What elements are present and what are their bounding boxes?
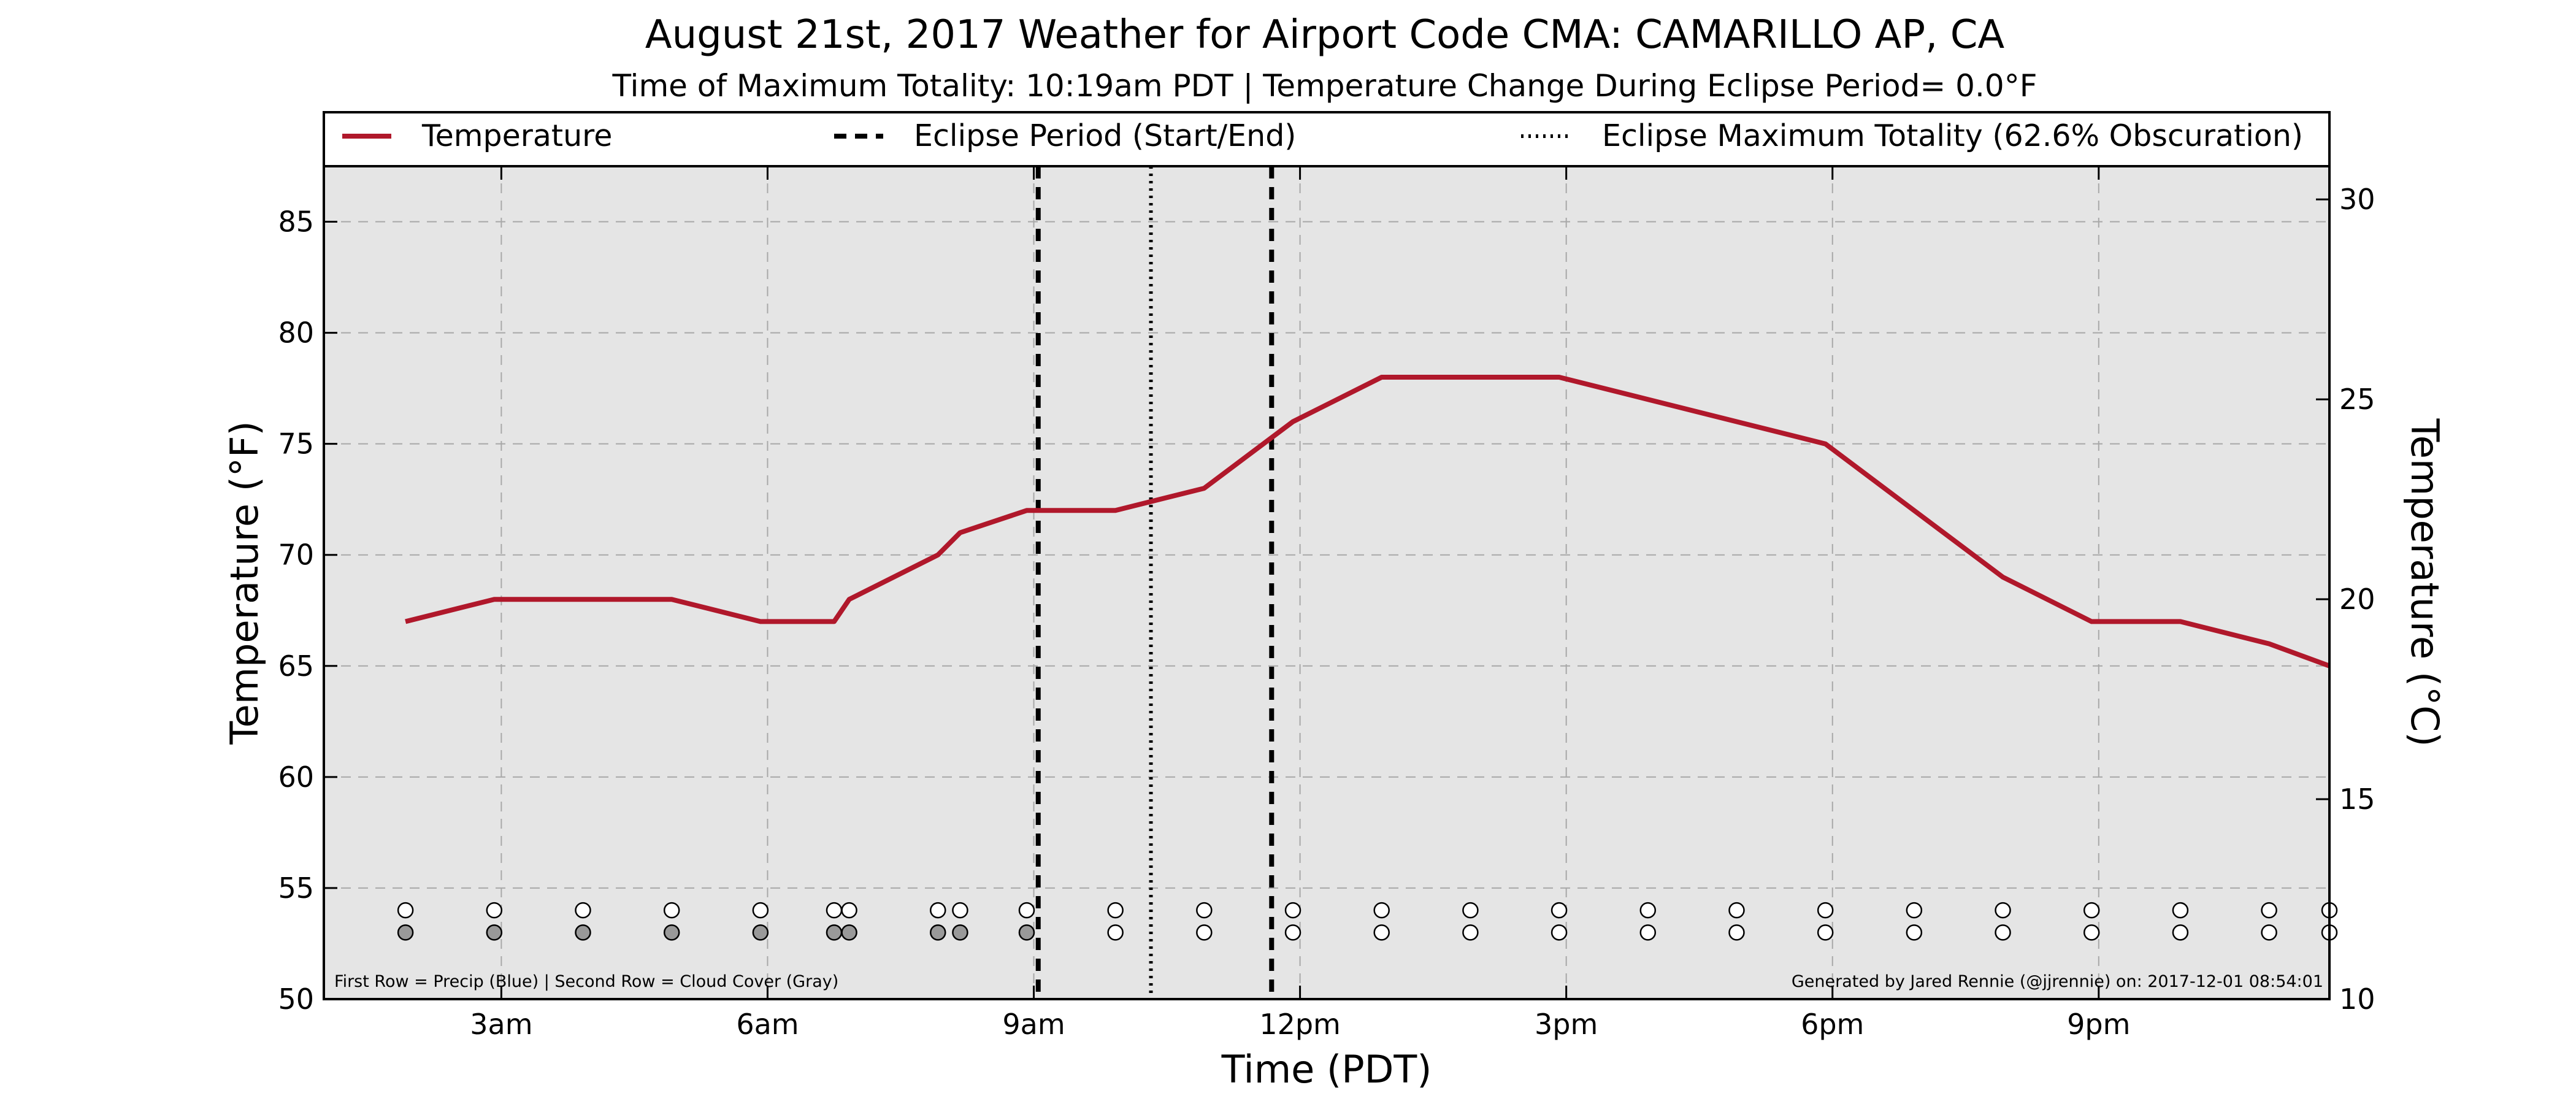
cloud-cover-marker [1817,924,1834,941]
y-right-tick-label: 10 [2339,983,2375,1016]
y-right-tick-label: 25 [2339,383,2375,416]
precip-marker [1639,902,1657,919]
x-tick-label: 6pm [1801,1008,1864,1041]
eclipse-markers [1035,166,1275,999]
y-tick-label: 70 [278,539,314,572]
cloud-cover-marker [1107,924,1124,941]
cloud-cover-marker [1906,924,1923,941]
precip-marker [752,902,769,919]
ticks: 3am 6am 9am 12pm 3pm 6pm 9pm 50 55 60 65 70 75 80 85 10… [278,166,2375,1041]
x-tick-label: 3am [470,1008,532,1041]
precip-marker [2172,902,2189,919]
cloud-cover-marker [1639,924,1657,941]
cloud-cover-marker [1018,924,1035,941]
precip-marker [1995,902,2011,919]
cloud-cover-marker [826,924,843,941]
precip-marker [930,902,946,919]
legend: Temperature Eclipse Period (Start/End) E… [323,111,2331,167]
precip-marker [1906,902,1923,919]
y-tick-label: 65 [278,650,314,683]
precip-marker [397,902,414,919]
precip-marker [1107,902,1124,919]
x-tick-label: 9pm [2067,1008,2130,1041]
cloud-cover-marker [1462,924,1479,941]
legend-label-eclipse-max: Eclipse Maximum Totality (62.6% Obscurat… [1602,118,2303,153]
x-tick-label: 12pm [1259,1008,1341,1041]
chart-subtitle: Time of Maximum Totality: 10:19am PDT | … [612,68,2037,104]
cloud-cover-marker [486,924,503,941]
cloud-cover-marker [1284,924,1301,941]
y-axis-label-left: Temperature (°F) [222,421,267,745]
precip-marker [2083,902,2100,919]
precip-marker [1728,902,1745,919]
x-tick-label: 9am [1002,1008,1065,1041]
precip-marker [663,902,680,919]
precip-marker [1462,902,1479,919]
precip-marker [1196,902,1213,919]
precip-marker [575,902,591,919]
precip-marker [1373,902,1390,919]
cloud-cover-marker [1995,924,2011,941]
cloud-cover-marker [2172,924,2189,941]
cloud-cover-marker [952,924,968,941]
legend-label-eclipse-period: Eclipse Period (Start/End) [914,118,1296,153]
cloud-cover-marker [397,924,414,941]
precip-marker [2261,902,2277,919]
precip-marker [486,902,503,919]
cloud-cover-marker [663,924,680,941]
precip-marker [1018,902,1035,919]
y-tick-label: 80 [278,316,314,350]
chart-title: August 21st, 2017 Weather for Airport Co… [645,12,2005,58]
cloud-cover-marker [575,924,591,941]
precip-marker [1551,902,1568,919]
observation-markers [397,902,2338,941]
cloud-cover-marker [1373,924,1390,941]
y-right-tick-label: 30 [2339,183,2375,216]
precip-marker [826,902,843,919]
y-tick-label: 50 [278,983,314,1016]
y-tick-label: 60 [278,761,314,794]
precip-marker [1284,902,1301,919]
precip-marker [1817,902,1834,919]
y-tick-label: 55 [278,872,314,905]
series [405,375,2331,669]
precip-marker [841,902,857,919]
cloud-cover-marker [1196,924,1213,941]
annotation-right: Generated by Jared Rennie (@jjrennie) on… [1792,972,2323,991]
cloud-cover-marker [930,924,946,941]
x-tick-label: 6am [736,1008,799,1041]
cloud-cover-marker [2261,924,2277,941]
temperature-line [405,375,2331,669]
y-tick-label: 75 [278,427,314,461]
plot-area [324,166,2329,999]
precip-marker [952,902,968,919]
annotation-left: First Row = Precip (Blue) | Second Row =… [334,972,838,991]
cloud-cover-marker [1551,924,1568,941]
legend-label-temperature: Temperature [421,118,612,153]
cloud-cover-marker [841,924,857,941]
y-tick-label: 85 [278,205,314,239]
y-axis-label-right: Temperature (°C) [2402,418,2447,746]
cloud-cover-marker [2083,924,2100,941]
grid [324,166,2329,999]
legend-frame [323,111,2331,167]
y-right-tick-label: 15 [2339,783,2375,816]
cloud-cover-marker [752,924,769,941]
plot-frame [323,165,2331,1000]
x-tick-label: 3pm [1535,1008,1598,1041]
x-axis-label: Time (PDT) [1221,1047,1432,1092]
y-right-tick-label: 20 [2339,583,2375,616]
cloud-cover-marker [1728,924,1745,941]
